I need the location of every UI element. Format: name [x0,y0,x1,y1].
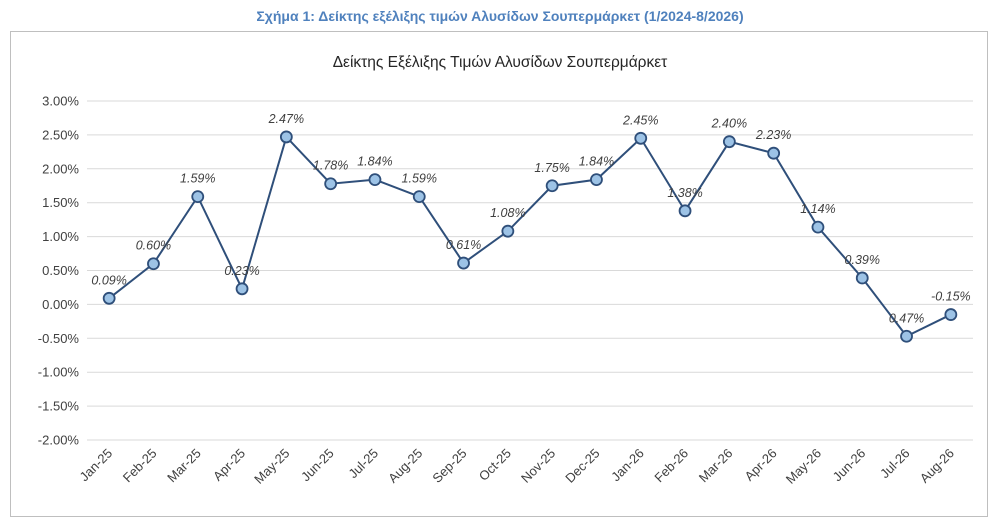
data-point [279,130,293,144]
x-tick-label: Apr-26 [742,446,780,484]
gridlines [87,100,973,441]
x-tick-label: Jul-25 [345,446,381,482]
data-point [368,173,382,187]
data-label: 1.59% [180,172,215,186]
x-tick-label: Jun-26 [830,446,869,485]
y-tick-label: 1.50% [42,195,79,210]
data-labels: 0.09% 0.60% 1.59% 0.23% 2.47% 1.78% 1.84% 1.59%… [91,112,970,325]
data-markers [102,130,958,343]
y-axis-ticks: 3.00% 2.50% 2.00% 1.50% 1.00% 0.50% 0.00% -0.50… [38,94,80,448]
figure-caption: Σχήμα 1: Δείκτης εξέλιξης τιμών Αλυσίδων… [256,8,744,24]
data-label: 0.39% [845,253,880,267]
y-tick-label: 0.50% [42,263,79,278]
x-tick-label: Jan-25 [77,446,116,485]
data-label: 2.47% [268,112,304,126]
data-point [457,256,470,270]
data-label: 2.40% [711,117,747,131]
x-tick-label: Nov-25 [518,446,558,486]
x-tick-label: Sep-25 [429,446,469,486]
x-axis-ticks: Jan-25 Feb-25 Mar-25 Apr-25 May-25 Jun-25 Jul-… [77,446,957,487]
data-label: 1.84% [357,155,392,169]
data-label: 1.08% [490,206,525,220]
x-tick-label: Dec-25 [562,446,602,486]
chart-frame: Δείκτης Εξέλιξης Τιμών Αλυσίδων Σουπερμά… [10,31,988,517]
line-chart: Δείκτης Εξέλιξης Τιμών Αλυσίδων Σουπερμά… [38,54,973,487]
data-point [678,204,692,218]
y-tick-label: 3.00% [42,94,79,109]
x-tick-label: Aug-26 [917,446,957,486]
x-tick-label: May-26 [783,446,824,487]
data-label: 0.60% [136,239,171,253]
x-tick-label: Mar-26 [696,446,736,486]
y-tick-label: 2.00% [42,161,79,176]
data-label: 2.23% [755,128,791,142]
data-point [545,179,559,193]
data-point [590,173,603,187]
data-label: 1.75% [534,161,569,175]
x-tick-label: Feb-25 [120,446,160,486]
data-point [767,146,781,160]
x-tick-label: Apr-25 [210,446,248,484]
data-point [944,308,958,321]
data-point [147,257,160,271]
data-label: 0.47% [889,311,924,325]
data-point [722,135,736,149]
data-point [855,271,869,285]
data-label: 1.14% [800,202,835,216]
x-tick-label: Mar-25 [164,446,204,486]
data-label: 0.61% [446,238,481,252]
y-tick-label: -1.00% [38,365,80,380]
data-point [235,282,249,296]
data-label: -0.15% [931,290,971,304]
x-tick-label: Aug-25 [385,446,425,486]
y-tick-label: -2.00% [38,433,80,448]
x-tick-label: Feb-26 [651,446,691,486]
data-point [811,220,825,234]
data-point [501,224,515,238]
chart-title: Δείκτης Εξέλιξης Τιμών Αλυσίδων Σουπερμά… [333,54,668,71]
data-label: 1.38% [667,186,702,200]
data-point [634,131,648,145]
x-tick-label: Oct-25 [476,446,514,484]
y-tick-label: -0.50% [38,331,80,346]
data-point [324,177,338,191]
series-line [108,134,952,338]
data-point [900,329,913,343]
data-point [412,190,426,203]
x-tick-label: May-25 [251,446,292,487]
data-point [102,291,116,305]
x-tick-label: Jun-25 [298,446,337,485]
y-tick-label: -1.50% [38,399,80,414]
data-label: 0.23% [224,264,259,278]
x-tick-label: Jan-26 [608,446,647,485]
y-tick-label: 1.00% [42,229,79,244]
y-tick-label: 2.50% [42,127,79,142]
data-label: 2.45% [622,113,658,127]
data-label: 1.59% [402,172,437,186]
y-tick-label: 0.00% [42,297,79,312]
data-label: 1.78% [313,159,348,173]
x-tick-label: Jul-26 [877,446,913,482]
data-label: 1.84% [579,155,614,169]
data-point [191,190,205,203]
data-label: 0.09% [91,273,126,287]
